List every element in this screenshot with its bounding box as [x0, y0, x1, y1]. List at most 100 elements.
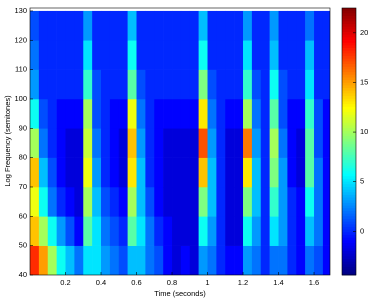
heatmap-cell — [163, 40, 173, 70]
colorbar-swatch — [342, 85, 356, 89]
heatmap-cell — [189, 128, 199, 158]
heatmap-cell — [198, 128, 208, 158]
heatmap-cell — [56, 245, 66, 275]
colorbar-swatch — [342, 266, 356, 271]
heatmap-cell — [296, 98, 306, 129]
heatmap-cell — [251, 157, 262, 188]
heatmap-cell — [92, 216, 102, 246]
heatmap-cell — [38, 186, 49, 217]
colorbar-swatch — [342, 168, 356, 172]
heatmap-cell — [269, 40, 279, 70]
heatmap-cell — [269, 157, 279, 188]
heatmap-cell — [189, 186, 199, 217]
heatmap-cell — [225, 245, 235, 275]
heatmap-cell — [38, 216, 49, 246]
heatmap-cell — [154, 245, 164, 275]
heatmap-cell — [38, 128, 49, 158]
colorbar-swatch — [342, 178, 356, 182]
heatmap-cell — [30, 40, 40, 70]
colorbar-swatch — [342, 146, 356, 150]
heatmap-cell — [30, 98, 40, 129]
x-tick-label: 0.4 — [96, 278, 106, 287]
heatmap-cell — [118, 40, 128, 70]
heatmap-cell — [198, 98, 208, 129]
colorbar-swatch — [342, 8, 356, 12]
heatmap-cell — [269, 245, 279, 275]
heatmap-cell — [74, 10, 84, 41]
heatmap-cell — [118, 216, 128, 246]
heatmap-cell — [109, 157, 120, 188]
heatmap-cell — [56, 216, 66, 246]
colorbar-swatch — [342, 136, 356, 140]
heatmap-cell — [278, 69, 288, 100]
heatmap-cell — [296, 69, 306, 100]
heatmap-cell — [65, 186, 75, 217]
heatmap-cell — [322, 216, 330, 246]
heatmap-cell — [47, 40, 57, 70]
heatmap-cell — [260, 128, 270, 158]
colorbar-swatch — [342, 226, 356, 231]
heatmap-cell — [314, 245, 324, 275]
heatmap-cell — [118, 69, 128, 100]
heatmap-cell — [163, 69, 173, 100]
heatmap-cell — [180, 128, 191, 158]
colorbar-swatch — [342, 40, 356, 44]
heatmap-cell — [189, 245, 199, 275]
heatmap-cell — [269, 98, 279, 129]
heatmap-cell — [189, 216, 199, 246]
colorbar-tick-label: 5 — [360, 177, 364, 186]
heatmap-cell — [145, 245, 155, 275]
heatmap-cell — [118, 186, 128, 217]
colorbar-swatch — [342, 98, 356, 102]
heatmap-cell — [92, 128, 102, 158]
heatmap-cell — [172, 245, 182, 275]
heatmap-cell — [101, 216, 111, 246]
heatmap-cell — [172, 216, 182, 246]
heatmap-cell — [287, 69, 297, 100]
heatmap-cell — [287, 98, 297, 129]
colorbar-swatch — [342, 104, 356, 108]
heatmap-cell — [296, 10, 306, 41]
colorbar-swatch — [342, 181, 356, 185]
colorbar-swatch — [342, 13, 356, 17]
heatmap-cell — [278, 157, 288, 188]
heatmap-cell — [287, 245, 297, 275]
heatmap-cell — [163, 98, 173, 129]
heatmap-cell — [30, 216, 40, 246]
heatmap-cell — [322, 186, 330, 217]
colorbar-tick-label: 10 — [360, 127, 368, 136]
heatmap-cell — [260, 245, 270, 275]
colorbar-swatch — [342, 256, 356, 260]
colorbar-swatch — [342, 106, 356, 110]
heatmap-cell — [180, 69, 191, 100]
heatmap-cell — [154, 216, 164, 246]
heatmap-cell — [56, 40, 66, 70]
colorbar-swatch — [342, 216, 356, 220]
colorbar-swatch — [342, 186, 356, 190]
heatmap-cell — [109, 245, 120, 275]
heatmap-cell — [216, 10, 226, 41]
colorbar-swatch — [342, 133, 356, 137]
colorbar-swatch — [342, 61, 356, 65]
heatmap-cell — [314, 128, 324, 158]
heatmap-cell — [296, 216, 306, 246]
colorbar-swatch — [342, 117, 356, 121]
heatmap-cell — [47, 157, 57, 188]
colorbar-swatch — [342, 240, 356, 244]
heatmap-cell — [163, 186, 173, 217]
heatmap-cell — [172, 157, 182, 188]
heatmap-cell — [92, 40, 102, 70]
colorbar-swatch — [342, 208, 356, 212]
heatmap-cell — [278, 10, 288, 41]
heatmap-cell — [172, 128, 182, 158]
colorbar-swatch — [342, 149, 356, 153]
heatmap-cell — [109, 216, 120, 246]
heatmap-cell — [83, 216, 93, 246]
colorbar-swatch — [342, 184, 356, 188]
plot-frame — [29, 7, 331, 276]
x-axis-label: Time (seconds) — [154, 289, 206, 298]
heatmap-cell — [56, 98, 66, 129]
heatmap-cell — [216, 40, 226, 70]
heatmap-cell — [65, 216, 75, 246]
heatmap-cell — [65, 69, 75, 100]
